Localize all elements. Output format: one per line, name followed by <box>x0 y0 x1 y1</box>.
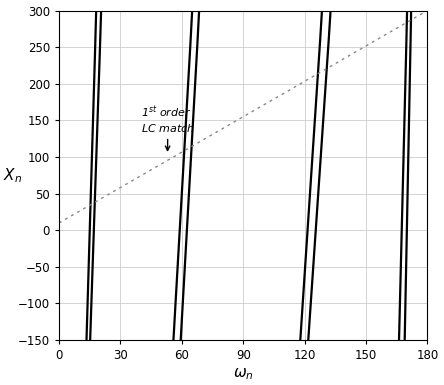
Text: $\omega_n$: $\omega_n$ <box>233 367 254 382</box>
Text: 1$^{st}$ order
$LC$ match: 1$^{st}$ order $LC$ match <box>141 104 195 151</box>
Text: $X_n$: $X_n$ <box>3 166 22 185</box>
